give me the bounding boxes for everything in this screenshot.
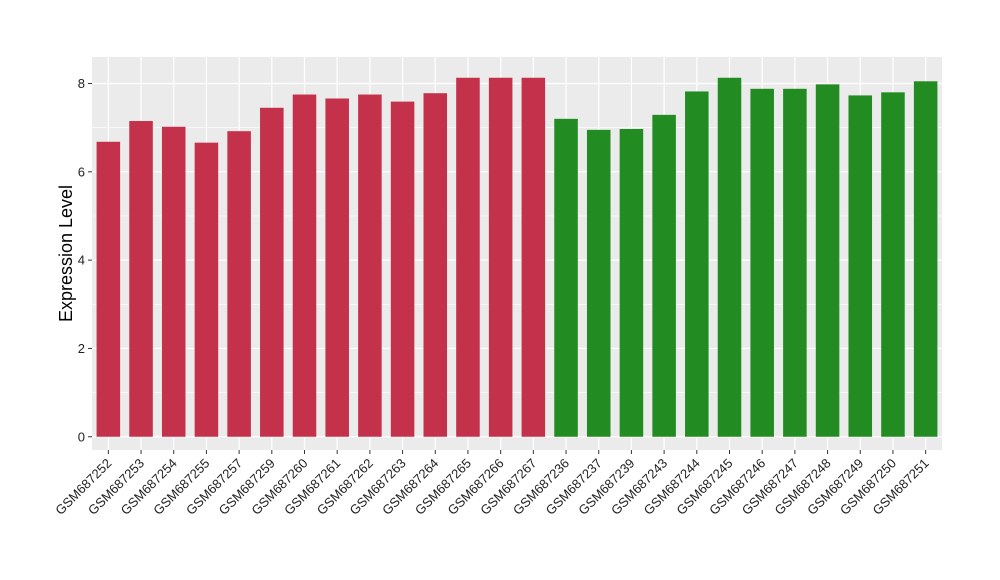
y-tick-label: 4 [78,253,85,268]
bar [488,77,513,437]
bar [652,114,676,437]
bar [129,121,153,437]
bar [521,77,546,437]
bar [96,141,121,437]
bar [390,101,415,437]
bar [194,142,219,437]
bar [750,88,774,437]
bar [685,91,709,437]
y-axis: 0 2 4 6 8 [78,76,92,444]
bar [586,129,611,437]
bar [358,94,382,437]
bar [456,77,480,437]
bar [881,92,905,437]
bar [227,131,251,437]
x-axis: GSM687252GSM687253GSM687254GSM687255GSM6… [52,450,932,518]
bars [96,77,938,437]
bar [292,94,317,437]
bar [913,81,938,437]
y-axis-title: Expression Level [56,185,76,322]
bar [717,77,742,437]
bar [161,126,186,437]
bar [815,84,840,437]
y-tick-label: 0 [78,429,85,444]
bar [260,107,284,437]
y-tick-label: 6 [78,164,85,179]
bar [783,88,807,437]
bar [423,93,448,437]
y-tick-label: 8 [78,76,85,91]
bar [325,98,349,437]
bar [619,128,644,437]
bar [848,95,873,437]
y-tick-label: 2 [78,341,85,356]
bar [554,118,578,437]
plot-panel [92,57,942,450]
